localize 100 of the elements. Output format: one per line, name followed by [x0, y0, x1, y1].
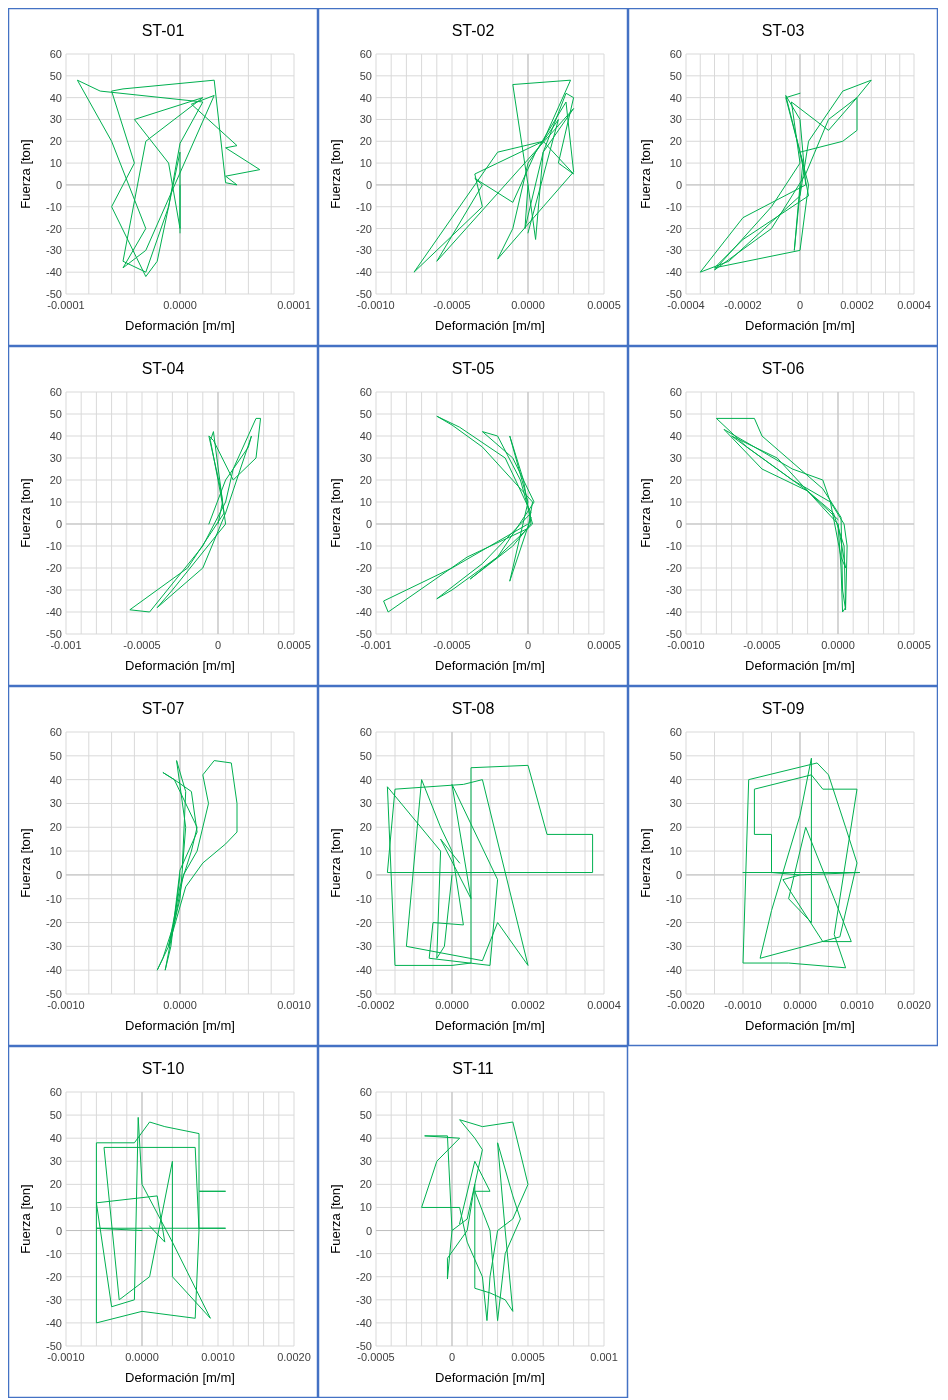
y-tick-label: -30: [46, 584, 62, 596]
y-axis-title: Fuerza [ton]: [18, 478, 33, 548]
x-tick-label: 0: [448, 1351, 456, 1363]
line-series: [413, 79, 575, 273]
x-axis-title: Deformación [m/m]: [125, 318, 235, 333]
y-tick-label: -10: [356, 540, 372, 552]
x-axis-title: Deformación [m/m]: [435, 1370, 545, 1385]
x-tick-label: -0.0010: [667, 639, 705, 651]
y-tick-label: 30: [359, 113, 372, 126]
y-tick-label: -10: [356, 200, 372, 213]
line-series: [76, 79, 261, 278]
y-tick-label: -20: [666, 916, 682, 929]
y-tick-label: -20: [356, 1270, 372, 1283]
y-tick-label: 10: [359, 496, 372, 508]
y-tick-label: -30: [666, 584, 682, 596]
y-tick-label: 10: [49, 845, 62, 858]
y-tick-label: 20: [669, 474, 682, 486]
y-axis-title: Fuerza [ton]: [18, 139, 33, 209]
y-tick-label: 30: [49, 113, 62, 126]
y-tick-label: -10: [46, 200, 62, 213]
x-axis-title: Deformación [m/m]: [745, 1018, 855, 1033]
x-tick-label: -0.0002: [357, 999, 395, 1011]
y-tick-label: 20: [669, 821, 682, 834]
y-tick-label: -40: [666, 964, 682, 977]
y-tick-label: 30: [359, 797, 372, 810]
x-tick-label: -0.0005: [123, 639, 161, 651]
y-tick-label: -50: [356, 1340, 372, 1352]
x-tick-label: -0.001: [50, 639, 82, 651]
y-tick-label: -20: [46, 916, 62, 929]
x-tick-label: 0.0001: [277, 299, 311, 311]
y-tick-label: -40: [46, 964, 62, 977]
y-tick-label: 40: [669, 773, 682, 786]
y-tick-label: -30: [666, 244, 682, 257]
y-tick-label: -40: [46, 606, 62, 618]
y-axis-title: Fuerza [ton]: [18, 1184, 33, 1254]
chart-title: ST-01: [141, 22, 185, 39]
y-tick-label: 40: [49, 430, 62, 442]
x-tick-label: 0.0020: [897, 999, 931, 1011]
y-tick-label: -10: [666, 200, 682, 213]
x-axis-title: Deformación [m/m]: [125, 1370, 235, 1385]
x-tick-label: -0.0010: [47, 1351, 85, 1363]
y-tick-label: 60: [49, 726, 62, 738]
y-tick-label: -50: [356, 628, 372, 640]
x-tick-label: 0.0005: [511, 1351, 545, 1363]
y-tick-label: -20: [46, 222, 62, 235]
x-tick-label: 0.0020: [277, 1351, 311, 1363]
y-tick-label: 20: [359, 474, 372, 486]
y-tick-label: -30: [666, 940, 682, 953]
y-tick-label: 10: [49, 157, 62, 170]
y-tick-label: 60: [359, 1086, 372, 1098]
line-series: [715, 417, 848, 613]
y-tick-label: 30: [669, 797, 682, 810]
y-tick-label: -20: [46, 562, 62, 574]
x-tick-label: -0.0005: [433, 299, 471, 311]
x-tick-label: -0.0010: [724, 999, 762, 1011]
chart-title: ST-08: [451, 700, 495, 717]
x-tick-label: -0.001: [360, 639, 392, 651]
x-tick-label: -0.0005: [433, 639, 471, 651]
y-tick-label: 10: [669, 845, 682, 858]
y-tick-label: 10: [359, 157, 372, 170]
y-tick-label: -20: [356, 222, 372, 235]
y-tick-label: 20: [359, 135, 372, 148]
x-tick-label: 0: [796, 299, 804, 311]
y-tick-label: 40: [359, 91, 372, 104]
y-tick-label: 40: [669, 430, 682, 442]
y-tick-label: -10: [356, 892, 372, 905]
y-tick-label: -50: [356, 988, 372, 1000]
y-tick-label: 20: [669, 135, 682, 148]
x-tick-label: -0.0005: [357, 1351, 395, 1363]
y-tick-label: 0: [365, 1224, 372, 1237]
y-tick-label: -30: [356, 244, 372, 257]
y-tick-label: 60: [669, 386, 682, 398]
chart-title: ST-09: [761, 700, 805, 717]
x-tick-label: 0.0005: [587, 639, 621, 651]
x-tick-label: 0.0010: [201, 1351, 235, 1363]
y-axis-title: Fuerza [ton]: [638, 828, 653, 898]
y-tick-label: 40: [49, 1132, 62, 1145]
y-tick-label: -10: [666, 892, 682, 905]
x-axis-title: Deformación [m/m]: [435, 1018, 545, 1033]
y-tick-label: -20: [666, 222, 682, 235]
y-tick-label: -40: [666, 606, 682, 618]
x-axis-title: Deformación [m/m]: [435, 658, 545, 673]
x-tick-label: 0.0005: [897, 639, 931, 651]
y-tick-label: 0: [365, 518, 372, 530]
y-tick-label: 30: [49, 452, 62, 464]
y-tick-label: -40: [356, 964, 372, 977]
y-tick-label: 0: [55, 178, 62, 191]
y-tick-label: 50: [49, 1109, 62, 1122]
chart-title: ST-10: [141, 1060, 185, 1077]
x-tick-label: 0.0010: [840, 999, 874, 1011]
x-tick-label: 0.0000: [163, 999, 197, 1011]
y-axis-title: Fuerza [ton]: [328, 1184, 343, 1254]
x-tick-label: -0.0004: [667, 299, 705, 311]
y-tick-label: 50: [49, 408, 62, 420]
y-tick-label: -50: [46, 1340, 62, 1352]
x-tick-label: 0.0000: [783, 999, 817, 1011]
y-tick-label: 60: [49, 386, 62, 398]
y-tick-label: 0: [675, 518, 682, 530]
y-axis-title: Fuerza [ton]: [638, 139, 653, 209]
y-tick-label: -10: [666, 540, 682, 552]
